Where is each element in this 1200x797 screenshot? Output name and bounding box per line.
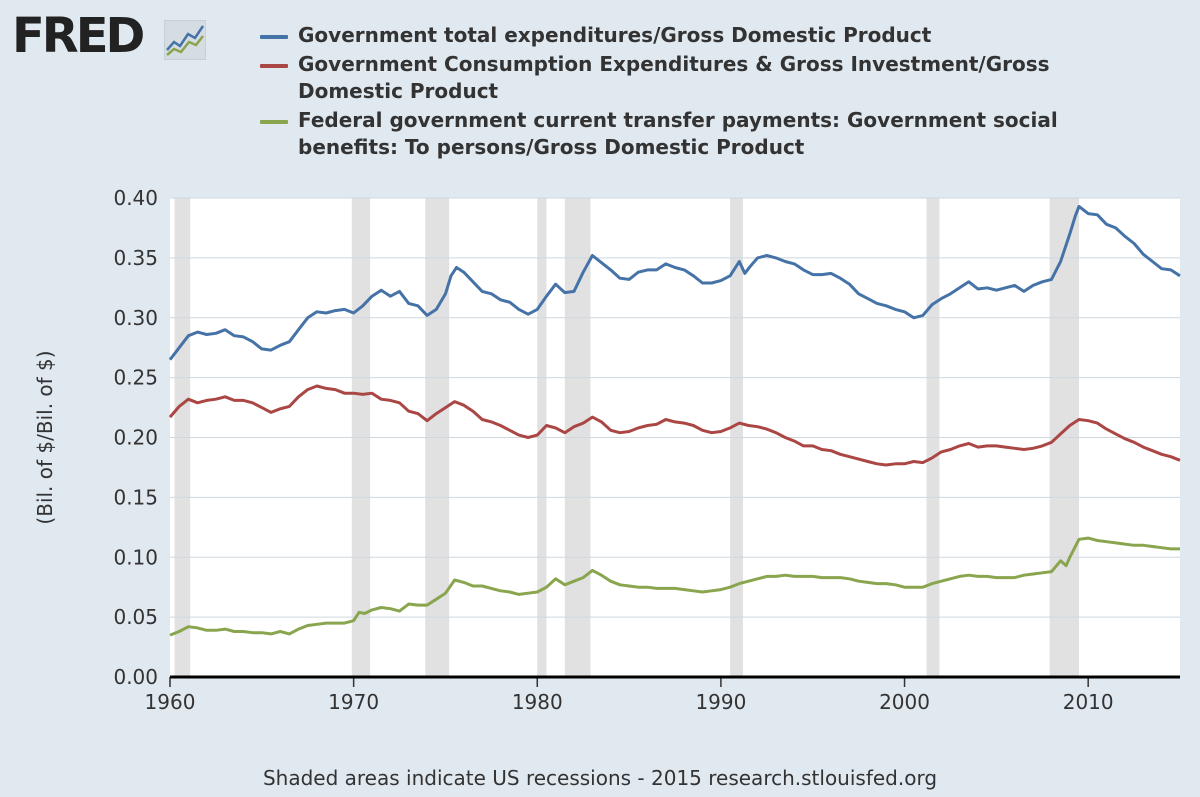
x-tick-label: 1980 xyxy=(512,690,563,714)
legend-swatch xyxy=(260,35,288,39)
legend-label: Government Consumption Expenditures & Gr… xyxy=(298,52,1050,103)
x-tick-label: 2000 xyxy=(879,690,930,714)
chart-legend: Government total expenditures/Gross Dome… xyxy=(260,22,1160,163)
legend-label: Federal government current transfer paym… xyxy=(298,108,1058,159)
legend-item[interactable]: Federal government current transfer paym… xyxy=(260,107,1160,161)
fred-logo[interactable]: FRED xyxy=(12,10,212,64)
y-tick-label: 0.35 xyxy=(113,246,158,270)
x-tick-label: 1960 xyxy=(145,690,196,714)
series-line xyxy=(168,204,1181,361)
y-axis-label: (Bil. of $/Bil. of $) xyxy=(33,350,57,524)
y-tick-label: 0.30 xyxy=(113,306,158,330)
legend-swatch xyxy=(260,120,288,124)
y-tick-label: 0.05 xyxy=(113,605,158,629)
chart-footer-note: Shaded areas indicate US recessions - 20… xyxy=(262,766,938,790)
chart: 0.00 0.05 0.10 0.15 0.20 0.25 0.30 0.35 0.40 1960… xyxy=(33,186,1181,714)
y-tick-label: 0.10 xyxy=(113,545,158,569)
x-tick-label: 1970 xyxy=(328,690,379,714)
series-line xyxy=(169,536,1180,637)
fred-logo-text: FRED xyxy=(12,8,145,64)
series-line xyxy=(168,384,1181,467)
legend-swatch xyxy=(260,64,288,68)
fred-logo-graph-icon xyxy=(164,20,206,60)
legend-item[interactable]: Government Consumption Expenditures & Gr… xyxy=(260,51,1160,105)
legend-label: Government total expenditures/Gross Dome… xyxy=(298,23,932,47)
legend-item[interactable]: Government total expenditures/Gross Dome… xyxy=(260,22,1160,49)
y-tick-label: 0.40 xyxy=(113,186,158,210)
y-tick-label: 0.20 xyxy=(113,426,158,450)
y-tick-label: 0.00 xyxy=(113,665,158,689)
y-tick-label: 0.25 xyxy=(113,366,158,390)
x-tick-label: 1990 xyxy=(695,690,746,714)
x-tick-label: 2010 xyxy=(1063,690,1114,714)
y-tick-label: 0.15 xyxy=(113,485,158,509)
